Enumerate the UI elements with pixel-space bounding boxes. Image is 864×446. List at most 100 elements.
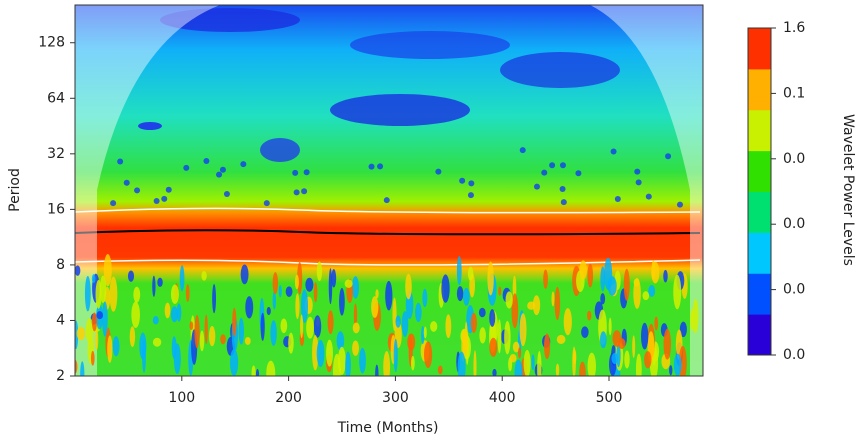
- speckle: [437, 365, 443, 375]
- speckle: [266, 360, 276, 376]
- cone-of-influence: [75, 5, 703, 376]
- speckle: [266, 306, 271, 316]
- speckle: [295, 293, 300, 320]
- speckle: [614, 195, 621, 202]
- speckle: [385, 280, 393, 311]
- speckle: [272, 291, 277, 310]
- speckle: [642, 291, 650, 301]
- speckle: [512, 341, 520, 353]
- speckle: [514, 359, 523, 376]
- speckle: [238, 317, 245, 345]
- colorbar-tick-label: 1.6: [783, 20, 805, 36]
- speckle: [85, 317, 94, 344]
- speckle: [456, 255, 462, 286]
- speckle: [301, 289, 309, 324]
- colorbar-swatch: [748, 68, 771, 111]
- speckle: [183, 164, 190, 171]
- speckle: [492, 368, 497, 376]
- speckle: [170, 284, 179, 305]
- speckle: [371, 296, 379, 318]
- speckle: [368, 163, 375, 170]
- speckle: [611, 352, 619, 365]
- speckle: [587, 310, 592, 321]
- speckle: [232, 307, 237, 337]
- speckle: [316, 261, 323, 282]
- speckle: [292, 169, 299, 176]
- speckle: [278, 285, 282, 298]
- speckle: [123, 179, 130, 186]
- speckle: [423, 326, 427, 339]
- speckle: [579, 361, 586, 376]
- speckle: [600, 293, 606, 305]
- speckle: [435, 168, 442, 175]
- colorbar-tick-label: 0.0: [783, 151, 805, 167]
- speckle: [519, 147, 526, 154]
- speckle: [344, 279, 353, 288]
- speckle: [165, 186, 172, 193]
- colorbar-swatch: [748, 109, 771, 152]
- heatmap: [75, 5, 703, 376]
- speckle: [463, 287, 470, 306]
- y-tick-label: 8: [56, 257, 65, 273]
- speckle: [164, 302, 171, 319]
- speckle: [201, 270, 207, 281]
- speckle: [610, 148, 617, 155]
- speckle: [554, 286, 561, 321]
- speckle: [326, 339, 333, 367]
- plot-frame: [74, 4, 704, 377]
- speckle: [316, 339, 325, 368]
- speckle: [240, 264, 249, 285]
- speckle: [103, 253, 112, 287]
- speckle: [519, 313, 527, 347]
- colorbar-swatch: [748, 314, 771, 356]
- speckle: [560, 199, 567, 206]
- speckle: [383, 351, 391, 376]
- speckle: [110, 200, 117, 207]
- x-tick-label: 200: [275, 390, 302, 406]
- speckle: [623, 268, 630, 301]
- speckle: [487, 261, 494, 296]
- speckle: [549, 162, 556, 169]
- speckle: [673, 274, 682, 310]
- blob: [138, 122, 162, 130]
- speckle: [76, 326, 86, 341]
- speckle: [75, 359, 78, 374]
- speckle: [559, 185, 566, 192]
- speckle: [551, 291, 555, 307]
- speckle: [663, 269, 668, 283]
- speckle: [219, 166, 226, 173]
- speckle: [405, 273, 412, 300]
- speckle: [600, 266, 606, 292]
- speckle: [665, 153, 672, 160]
- speckle: [467, 266, 474, 281]
- speckle: [245, 296, 254, 319]
- speckle: [352, 322, 360, 334]
- speckle: [587, 263, 594, 288]
- x-tick-label: 100: [168, 390, 195, 406]
- speckle: [421, 326, 425, 345]
- speckle: [152, 275, 156, 297]
- speckle: [75, 265, 81, 276]
- speckle: [624, 350, 630, 369]
- x-tick-label: 500: [596, 390, 623, 406]
- speckle: [91, 312, 98, 332]
- contour: [75, 259, 701, 266]
- speckle: [280, 318, 288, 334]
- y-tick-label: 2: [56, 368, 65, 384]
- speckle: [473, 350, 477, 376]
- x-axis-title: Time (Months): [337, 420, 439, 436]
- speckle: [457, 351, 466, 376]
- speckle: [212, 283, 217, 314]
- colorbar-tick-label: 0.0: [783, 282, 805, 298]
- speckle: [607, 276, 617, 296]
- speckle: [377, 163, 384, 170]
- speckle: [107, 335, 113, 363]
- speckle: [95, 279, 102, 309]
- speckle: [152, 337, 162, 347]
- speckle: [285, 286, 293, 297]
- speckle: [255, 369, 260, 376]
- speckle: [579, 260, 587, 280]
- speckle: [651, 261, 660, 284]
- speckle: [479, 327, 486, 344]
- speckle: [618, 338, 626, 350]
